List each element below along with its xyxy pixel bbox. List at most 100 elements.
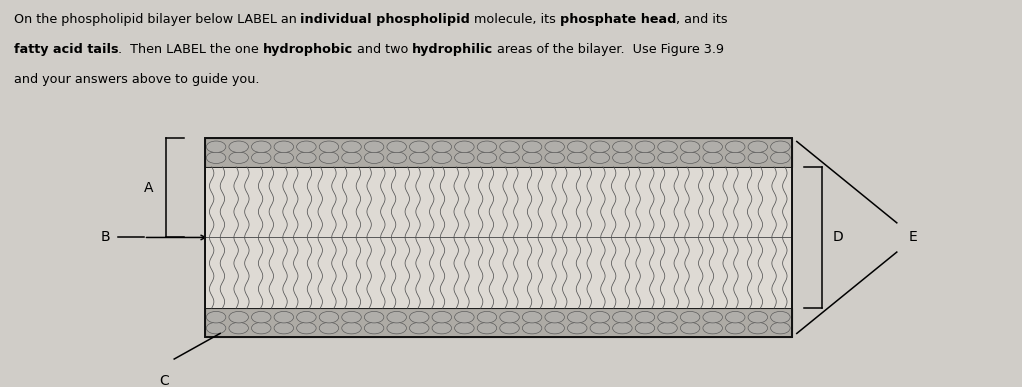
Ellipse shape bbox=[636, 322, 655, 334]
Ellipse shape bbox=[251, 322, 271, 334]
Text: B: B bbox=[100, 230, 110, 245]
Ellipse shape bbox=[771, 312, 790, 323]
Ellipse shape bbox=[545, 322, 564, 334]
Ellipse shape bbox=[296, 322, 316, 334]
Text: .  Then LABEL the one: . Then LABEL the one bbox=[119, 43, 263, 57]
Ellipse shape bbox=[296, 312, 316, 323]
Ellipse shape bbox=[455, 322, 474, 334]
Ellipse shape bbox=[410, 141, 429, 152]
Ellipse shape bbox=[274, 312, 293, 323]
Ellipse shape bbox=[477, 152, 497, 163]
FancyBboxPatch shape bbox=[204, 167, 792, 238]
Ellipse shape bbox=[455, 312, 474, 323]
Ellipse shape bbox=[206, 322, 226, 334]
Ellipse shape bbox=[748, 312, 768, 323]
Ellipse shape bbox=[636, 141, 655, 152]
Ellipse shape bbox=[590, 152, 609, 163]
Text: and your answers above to guide you.: and your answers above to guide you. bbox=[14, 74, 260, 86]
Ellipse shape bbox=[771, 322, 790, 334]
Ellipse shape bbox=[545, 312, 564, 323]
Ellipse shape bbox=[274, 152, 293, 163]
Ellipse shape bbox=[229, 322, 248, 334]
Ellipse shape bbox=[726, 312, 745, 323]
Ellipse shape bbox=[365, 152, 384, 163]
Ellipse shape bbox=[590, 312, 609, 323]
Ellipse shape bbox=[410, 322, 429, 334]
Ellipse shape bbox=[567, 322, 587, 334]
Ellipse shape bbox=[455, 141, 474, 152]
Ellipse shape bbox=[658, 312, 678, 323]
FancyBboxPatch shape bbox=[204, 238, 792, 308]
Ellipse shape bbox=[296, 152, 316, 163]
Text: and two: and two bbox=[353, 43, 412, 57]
Ellipse shape bbox=[229, 141, 248, 152]
Text: C: C bbox=[159, 374, 169, 387]
Ellipse shape bbox=[703, 312, 723, 323]
Ellipse shape bbox=[319, 141, 338, 152]
Ellipse shape bbox=[500, 141, 519, 152]
Ellipse shape bbox=[477, 141, 497, 152]
Ellipse shape bbox=[522, 152, 542, 163]
Ellipse shape bbox=[681, 322, 700, 334]
Ellipse shape bbox=[658, 152, 678, 163]
Ellipse shape bbox=[681, 141, 700, 152]
Ellipse shape bbox=[274, 141, 293, 152]
Ellipse shape bbox=[658, 141, 678, 152]
Ellipse shape bbox=[500, 152, 519, 163]
Text: phosphate head: phosphate head bbox=[560, 14, 677, 26]
Ellipse shape bbox=[522, 322, 542, 334]
Ellipse shape bbox=[567, 141, 587, 152]
Ellipse shape bbox=[365, 322, 384, 334]
Ellipse shape bbox=[522, 312, 542, 323]
Text: A: A bbox=[144, 181, 153, 195]
Ellipse shape bbox=[251, 312, 271, 323]
Text: hydrophilic: hydrophilic bbox=[412, 43, 494, 57]
Ellipse shape bbox=[726, 322, 745, 334]
Text: hydrophobic: hydrophobic bbox=[263, 43, 353, 57]
Ellipse shape bbox=[274, 322, 293, 334]
Ellipse shape bbox=[251, 152, 271, 163]
Ellipse shape bbox=[748, 141, 768, 152]
Ellipse shape bbox=[703, 141, 723, 152]
Ellipse shape bbox=[341, 152, 362, 163]
Ellipse shape bbox=[726, 152, 745, 163]
Ellipse shape bbox=[703, 152, 723, 163]
Ellipse shape bbox=[545, 152, 564, 163]
Ellipse shape bbox=[567, 312, 587, 323]
Ellipse shape bbox=[296, 141, 316, 152]
Ellipse shape bbox=[341, 312, 362, 323]
Ellipse shape bbox=[590, 141, 609, 152]
Ellipse shape bbox=[206, 141, 226, 152]
Ellipse shape bbox=[432, 152, 452, 163]
Ellipse shape bbox=[477, 322, 497, 334]
Ellipse shape bbox=[612, 141, 633, 152]
Text: D: D bbox=[833, 230, 843, 245]
Ellipse shape bbox=[771, 141, 790, 152]
Ellipse shape bbox=[341, 141, 362, 152]
Text: areas of the bilayer.  Use Figure 3.9: areas of the bilayer. Use Figure 3.9 bbox=[494, 43, 725, 57]
Text: , and its: , and its bbox=[677, 14, 728, 26]
Ellipse shape bbox=[612, 322, 633, 334]
Ellipse shape bbox=[229, 152, 248, 163]
Ellipse shape bbox=[636, 152, 655, 163]
Ellipse shape bbox=[251, 141, 271, 152]
Ellipse shape bbox=[387, 152, 407, 163]
Ellipse shape bbox=[748, 152, 768, 163]
Ellipse shape bbox=[703, 322, 723, 334]
Ellipse shape bbox=[500, 312, 519, 323]
Ellipse shape bbox=[387, 312, 407, 323]
Ellipse shape bbox=[432, 322, 452, 334]
Text: individual phospholipid: individual phospholipid bbox=[300, 14, 470, 26]
Ellipse shape bbox=[636, 312, 655, 323]
Ellipse shape bbox=[229, 312, 248, 323]
Ellipse shape bbox=[319, 322, 338, 334]
Ellipse shape bbox=[522, 141, 542, 152]
Ellipse shape bbox=[432, 141, 452, 152]
Ellipse shape bbox=[410, 312, 429, 323]
Ellipse shape bbox=[748, 322, 768, 334]
Ellipse shape bbox=[500, 322, 519, 334]
Ellipse shape bbox=[206, 312, 226, 323]
FancyBboxPatch shape bbox=[204, 308, 792, 337]
Ellipse shape bbox=[681, 312, 700, 323]
Ellipse shape bbox=[319, 152, 338, 163]
